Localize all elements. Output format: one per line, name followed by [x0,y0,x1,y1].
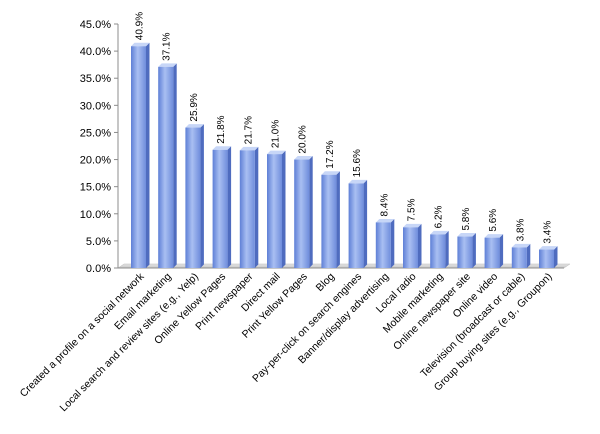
bar [294,156,313,268]
bar [457,233,476,268]
bar-top [239,146,259,151]
bar [348,179,368,268]
bar-side [472,233,476,268]
y-tick-label: 35.0% [80,73,111,85]
bar [185,124,204,268]
data-label: 8.4% [379,194,390,217]
bar-front [131,46,146,268]
bar-top [212,146,232,150]
bar-side [554,246,558,268]
data-label: 40.9% [135,12,146,40]
data-label: 3.8% [515,218,526,241]
bar-side [173,63,177,268]
data-label: 5.8% [461,208,472,231]
bar-side [418,223,422,268]
bar-side [363,179,368,268]
bar-side [146,42,150,268]
data-label: 21.7% [243,116,254,144]
bar-front [185,127,201,268]
bar [158,63,177,268]
bar [239,146,259,268]
bar [267,150,286,268]
bar-front [511,247,527,268]
data-label: 20.0% [298,125,309,153]
bar-top [348,179,368,184]
bar-top [375,218,395,223]
y-tick-label: 25.0% [80,127,111,139]
bar [539,246,558,268]
y-tick-label: 15.0% [80,182,111,194]
bar-front [375,222,391,268]
bar [212,146,232,268]
bar-front [294,159,310,268]
bar [511,243,531,268]
bar [321,171,340,268]
bar-side [526,243,531,268]
bar [403,223,422,268]
bar-front [158,66,174,268]
category-axis: Created a profile on a social networkEma… [18,270,555,414]
bar-side [499,234,504,268]
bar-top [457,233,476,237]
bar-front [539,249,554,268]
bar-front [403,227,418,268]
y-tick-label: 10.0% [80,209,111,221]
bar-top [294,156,313,160]
y-tick-label: 40.0% [80,46,111,58]
bar-top [539,246,558,250]
bar-top [484,234,504,238]
data-label: 21.8% [216,115,227,143]
bar-side [254,146,259,268]
bar-top [158,63,177,67]
bar-side [200,124,204,268]
data-label: 6.2% [434,205,445,228]
data-labels: 40.9% 37.1% 25.9% 21.8% 21.7% 21.0% 20.0% 17.2%… [135,12,554,244]
bar-side [445,230,449,268]
bar-front [430,234,446,268]
bar-front [212,149,228,268]
bar-top [321,171,340,175]
bar-top [403,223,422,228]
y-tick-label: 5.0% [86,236,111,248]
y-tick-label: 30.0% [80,100,111,112]
bars [131,42,558,268]
bar [131,42,150,268]
bar-side [336,171,340,268]
bar-top [131,42,150,47]
data-label: 25.9% [189,93,200,121]
bar-front [457,236,473,268]
bar-top [267,150,286,155]
bar-front [348,183,364,268]
bar-side [390,218,395,268]
value-axis: 0.0% 5.0% 10.0% 15.0% 20.0% 25.0% 30.0% 35.0% 40… [80,19,119,275]
y-tick-label: 45.0% [80,19,111,31]
data-label: 5.6% [488,209,499,232]
bar-side [309,156,313,268]
bar-top [511,243,531,248]
data-label: 21.0% [271,120,282,148]
bar [484,234,504,268]
bar-top [430,230,449,235]
y-tick-label: 0.0% [86,263,111,275]
data-label: 7.5% [407,198,418,221]
bar-side [282,150,286,268]
bar-front [321,174,337,268]
data-label: 15.6% [352,149,363,177]
bar-front [484,237,500,268]
bar [375,218,395,268]
data-label: 37.1% [162,32,173,60]
y-tick-label: 20.0% [80,155,111,167]
bar-side [227,146,232,268]
category-label: Blog [314,271,337,294]
bar-front [239,150,255,268]
bar-front [267,154,282,268]
data-label: 17.2% [325,140,336,168]
data-label: 3.4% [543,221,554,244]
bar-top [185,124,204,128]
bar [430,230,449,268]
